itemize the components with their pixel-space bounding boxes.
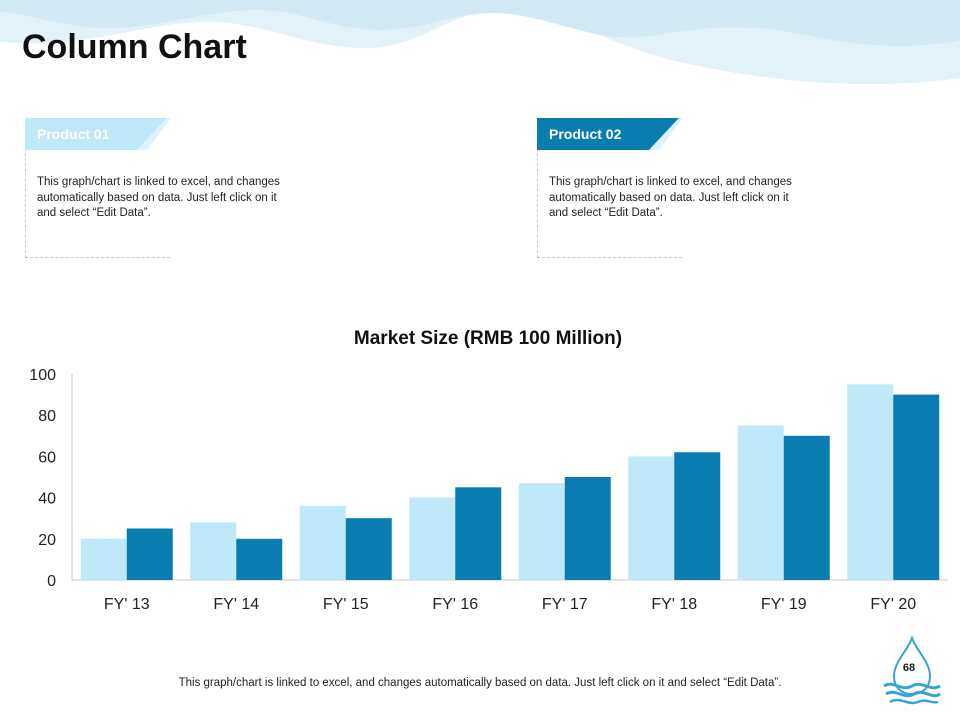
bar-product-01 (518, 483, 565, 580)
x-tick-label: FY' 17 (542, 596, 588, 613)
bar-product-01 (190, 522, 237, 580)
market-size-column-chart: Market Size (RMB 100 Million) 0 20 40 60 80 10… (29, 328, 948, 613)
y-tick-label: 0 (47, 573, 56, 590)
y-tick-label: 40 (38, 491, 56, 508)
bar-product-02 (783, 435, 830, 580)
y-tick-label: 80 (38, 408, 56, 425)
bar-product-01 (409, 497, 456, 580)
product-tab-02: Product 02 (537, 118, 697, 150)
y-tick-label: 20 (38, 532, 56, 549)
wave-line (883, 682, 941, 690)
x-tick-label: FY' 20 (870, 596, 916, 613)
bar-product-01 (80, 538, 127, 580)
y-tick-label: 60 (38, 449, 56, 466)
bar-product-01 (299, 505, 346, 580)
x-tick-label: FY' 13 (104, 596, 150, 613)
x-tick-label: FY' 18 (651, 596, 697, 613)
card-border-bottom (537, 257, 682, 258)
bar-product-01 (737, 425, 784, 580)
bar-product-02 (126, 528, 173, 580)
bar-product-02 (455, 487, 502, 580)
product-card-01: Product 01 This graph/chart is linked to… (25, 118, 280, 258)
bar-product-02 (236, 538, 283, 580)
tab-shape (25, 118, 171, 150)
page-number: 68 (902, 662, 916, 674)
bar-product-02 (345, 518, 392, 580)
header-wave-decoration (0, 0, 960, 85)
wave-line (889, 698, 939, 705)
chart-title: Market Size (RMB 100 Million) (354, 328, 622, 349)
x-tick-label: FY' 15 (323, 596, 369, 613)
product-description: This graph/chart is linked to excel, and… (549, 176, 792, 219)
x-tick-label: FY' 19 (761, 596, 807, 613)
product-tab-01: Product 01 (25, 118, 185, 150)
bar-product-02 (674, 452, 721, 580)
card-border-left (25, 148, 26, 258)
product-tab-label: Product 01 (37, 126, 110, 142)
bar-product-02 (893, 394, 940, 580)
tab-shape (537, 118, 683, 150)
bar-product-01 (628, 456, 675, 580)
bar-product-02 (564, 477, 611, 580)
product-description: This graph/chart is linked to excel, and… (37, 176, 280, 219)
product-card-02: Product 02 This graph/chart is linked to… (537, 118, 792, 258)
card-border-left (537, 148, 538, 258)
wave-front (0, 0, 960, 47)
bar-product-01 (847, 384, 894, 580)
y-tick-label: 100 (29, 367, 56, 384)
product-tab-label: Product 02 (549, 126, 622, 142)
wave-line (885, 690, 941, 698)
water-drop-logo-icon (883, 636, 941, 705)
x-tick-label: FY' 14 (213, 596, 259, 613)
x-tick-label: FY' 16 (432, 596, 478, 613)
page-title: Column Chart (22, 28, 247, 66)
card-border-bottom (25, 257, 170, 258)
footer-note: This graph/chart is linked to excel, and… (178, 677, 782, 689)
